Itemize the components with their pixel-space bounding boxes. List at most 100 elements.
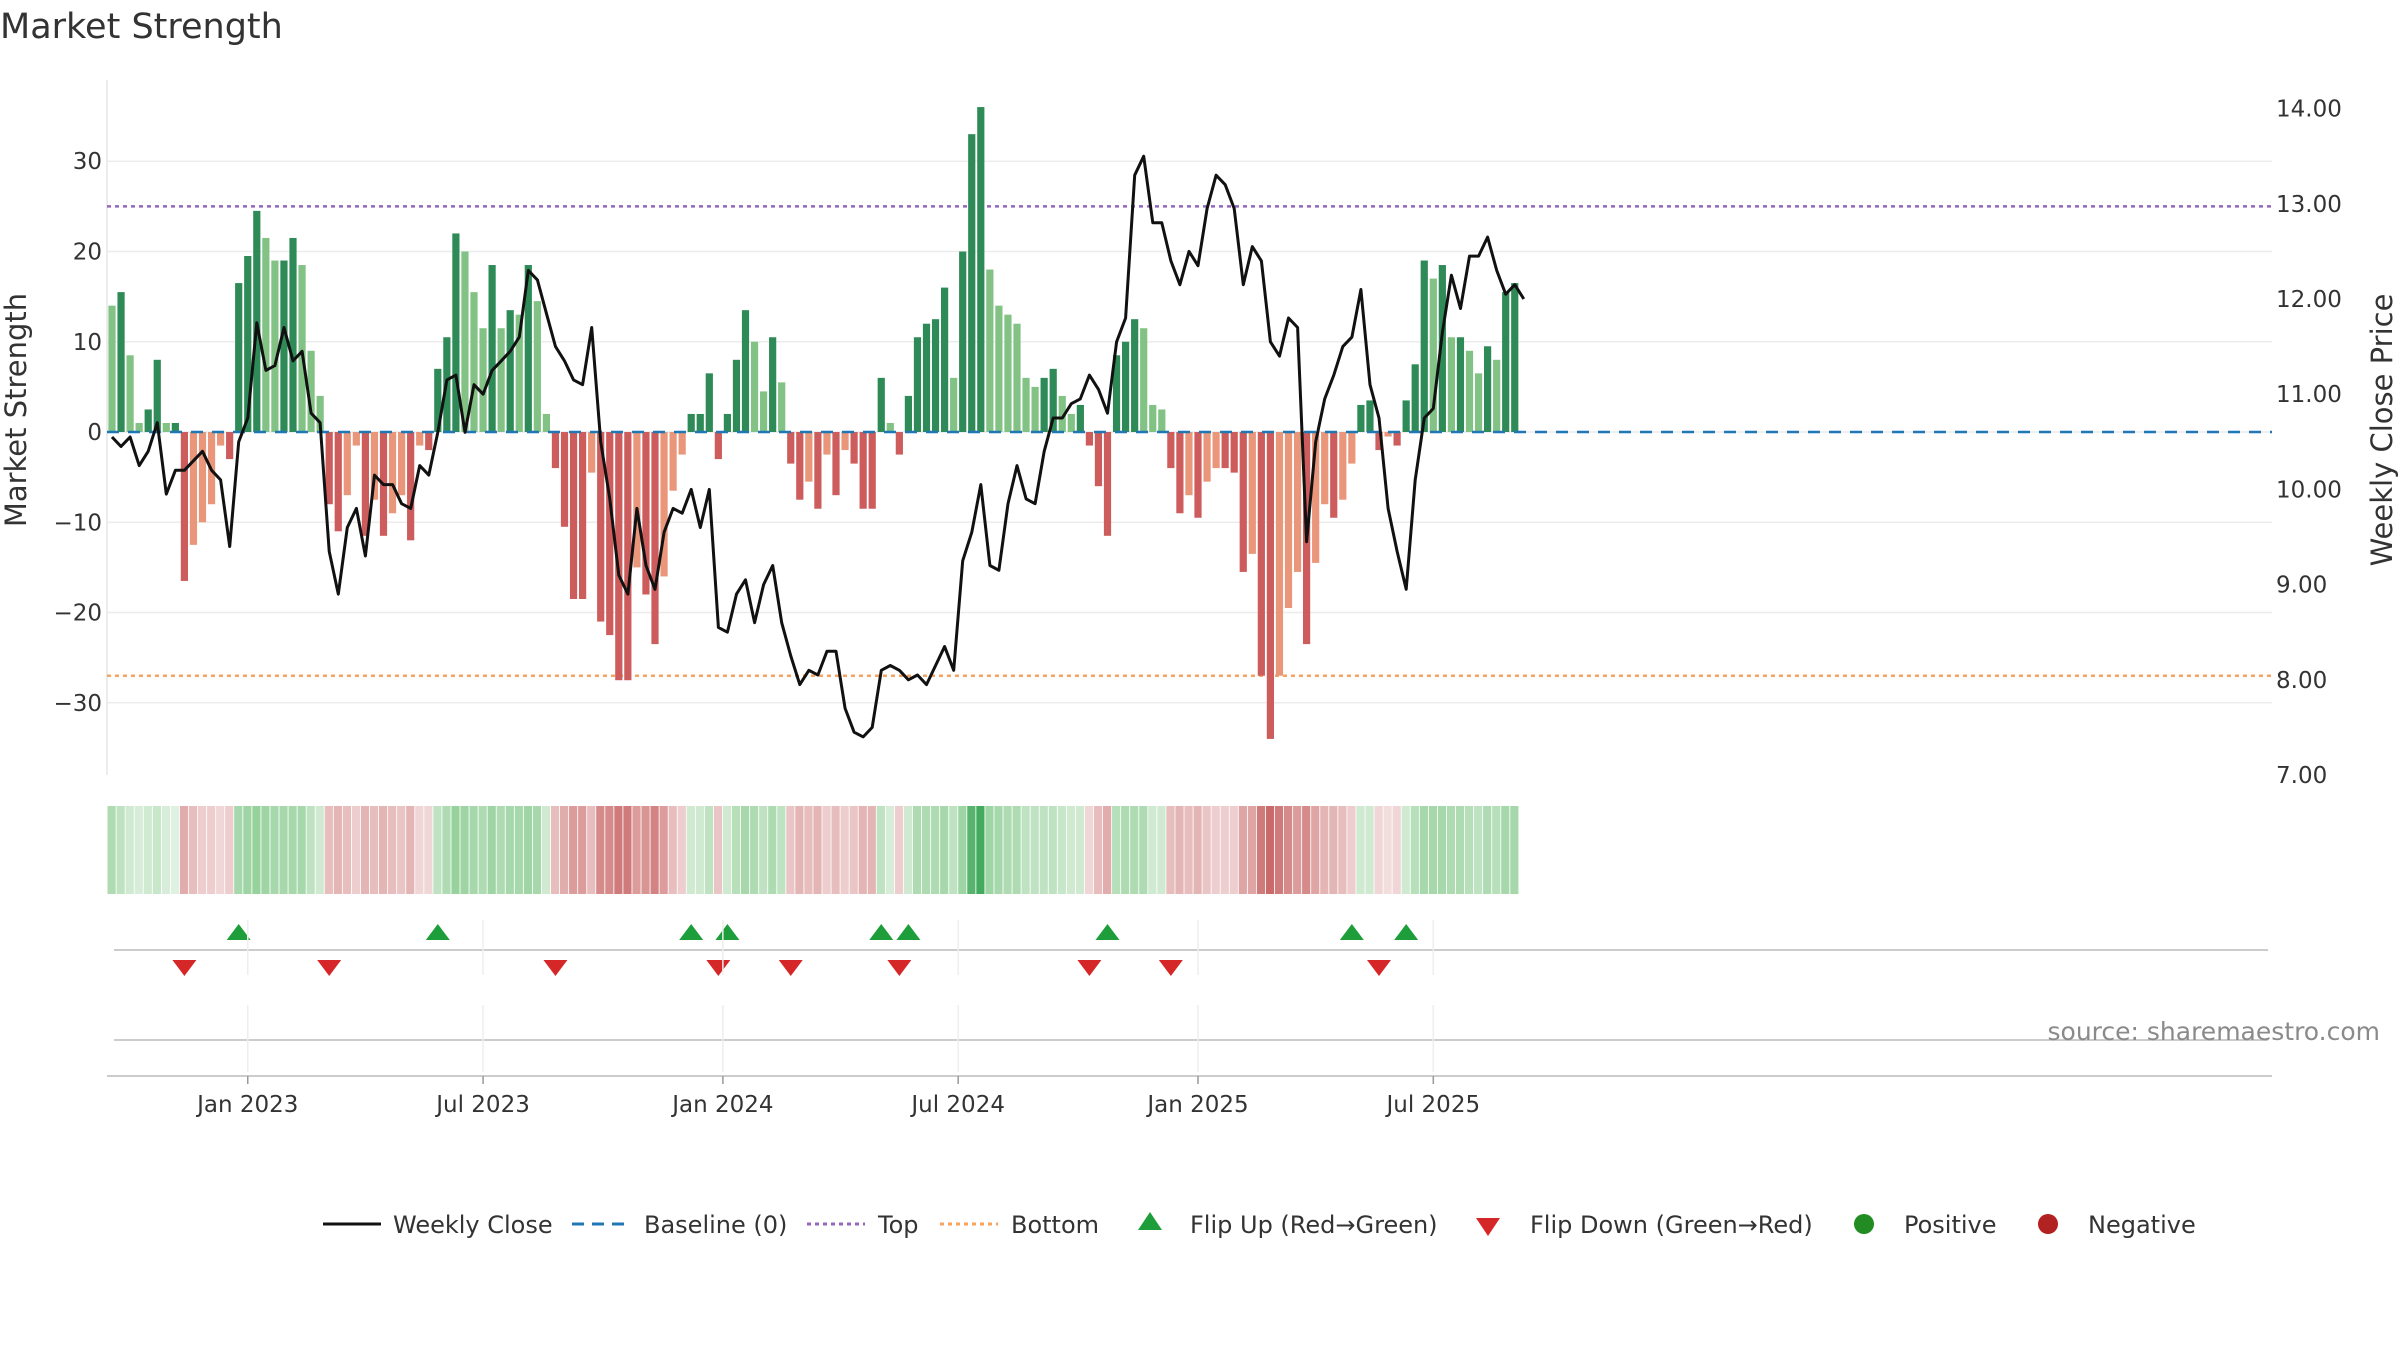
thermometer-cell <box>451 806 460 894</box>
strength-bar <box>1348 432 1356 464</box>
flip-up-marker <box>869 924 894 940</box>
weekly-close-line <box>110 154 1526 739</box>
thermometer-cell <box>1130 806 1139 894</box>
thermometer-cell <box>1383 806 1392 894</box>
strength-bar <box>1366 400 1374 433</box>
strength-bar <box>732 359 741 433</box>
strength-bar <box>1465 350 1474 433</box>
thermometer-cell <box>786 806 795 894</box>
strength-bar <box>1149 404 1157 433</box>
strength-bar <box>1393 432 1401 446</box>
strength-bar <box>171 422 179 433</box>
strength-bar <box>488 265 496 433</box>
thermometer-cell <box>1211 806 1220 894</box>
strength-bar <box>1221 432 1229 469</box>
strength-bar <box>1438 265 1446 433</box>
thermometer-cell <box>424 806 433 894</box>
strength-bar <box>416 432 424 446</box>
thermometer-cell <box>1501 806 1510 894</box>
strength-bar <box>316 395 324 433</box>
strength-bar <box>850 432 858 464</box>
strength-bar <box>1004 314 1012 433</box>
strength-bar <box>425 432 433 451</box>
thermometer-cell <box>1320 806 1329 894</box>
thermometer-cell <box>496 806 505 894</box>
thermometer-cell <box>1455 806 1465 894</box>
thermometer-cell <box>1446 806 1456 894</box>
thermometer-cell <box>1374 806 1383 894</box>
strength-bar <box>1040 377 1048 433</box>
chart-title: Market Strength <box>0 7 283 47</box>
left-tick-label: −10 <box>53 510 102 536</box>
strength-bar <box>1067 413 1075 433</box>
thermometer-cell <box>225 806 234 894</box>
strength-bar <box>1185 432 1193 496</box>
strength-bar <box>1022 377 1030 433</box>
thermometer-cell <box>170 806 180 894</box>
thermometer-cell <box>188 806 198 894</box>
thermometer-cell <box>741 806 750 894</box>
x-tick-label: Jan 2024 <box>670 1092 773 1118</box>
left-tick-label: 20 <box>73 239 102 265</box>
thermometer-cell <box>179 806 189 894</box>
thermometer-cell <box>1229 806 1238 894</box>
legend-label: Bottom <box>1011 1211 1099 1239</box>
strength-bar <box>687 413 695 433</box>
thermometer-cell <box>1338 806 1347 894</box>
thermometer-cell <box>505 806 514 894</box>
x-tick-label: Jan 2025 <box>1145 1092 1248 1118</box>
strength-bar <box>1239 432 1247 572</box>
left-tick-label: −30 <box>53 691 102 717</box>
thermometer-cell <box>514 806 523 894</box>
thermometer-cell <box>469 806 478 894</box>
thermometer-cell <box>876 806 885 894</box>
thermometer-cell <box>1256 806 1266 894</box>
thermometer-cell <box>1012 806 1021 894</box>
thermometer-cell <box>288 806 297 894</box>
thermometer-cell <box>1474 806 1483 894</box>
strength-bar <box>959 251 967 433</box>
strength-bar <box>1502 292 1510 433</box>
thermometer-cell <box>315 806 324 894</box>
strength-bar <box>398 432 406 496</box>
right-axis-label: Weekly Close Price <box>2365 294 2399 567</box>
strength-bar <box>479 328 487 433</box>
strength-bar <box>796 432 804 500</box>
flip-up-marker <box>1095 924 1120 940</box>
thermometer-cell <box>867 806 876 894</box>
strength-bar <box>705 373 713 433</box>
strength-bar <box>1484 346 1492 433</box>
thermometer-cell <box>1103 806 1112 894</box>
thermometer-cell <box>342 806 351 894</box>
flip-down-marker <box>778 960 803 976</box>
strength-bar <box>298 265 306 433</box>
strength-bar <box>931 319 940 433</box>
strength-bar <box>941 287 949 433</box>
strength-bar <box>651 432 659 645</box>
legend-label: Weekly Close <box>393 1211 553 1239</box>
thermometer-cell <box>541 806 551 894</box>
strength-bar <box>1375 432 1383 451</box>
strength-bar <box>1076 404 1084 433</box>
strength-bar <box>1122 341 1130 433</box>
strength-bar <box>1511 283 1519 433</box>
thermometer-cell <box>415 806 424 894</box>
strength-bar <box>995 305 1003 433</box>
thermometer-cell <box>261 806 270 894</box>
strength-bar <box>217 432 225 446</box>
strength-bar <box>1058 395 1066 433</box>
thermometer-cell <box>297 806 306 894</box>
thermometer-cell <box>1347 806 1356 894</box>
flip-up-marker <box>425 924 450 940</box>
flip-up-marker <box>715 924 740 940</box>
thermometer-cell <box>107 806 116 894</box>
strength-bar <box>452 233 460 433</box>
strength-bar <box>1293 432 1302 572</box>
strength-bar <box>904 395 912 433</box>
right-tick-label: 8.00 <box>2276 668 2327 694</box>
strength-bar <box>1456 337 1465 433</box>
thermometer-cell <box>143 806 152 894</box>
thermometer-cell <box>433 806 442 894</box>
strength-bar <box>1257 432 1265 676</box>
